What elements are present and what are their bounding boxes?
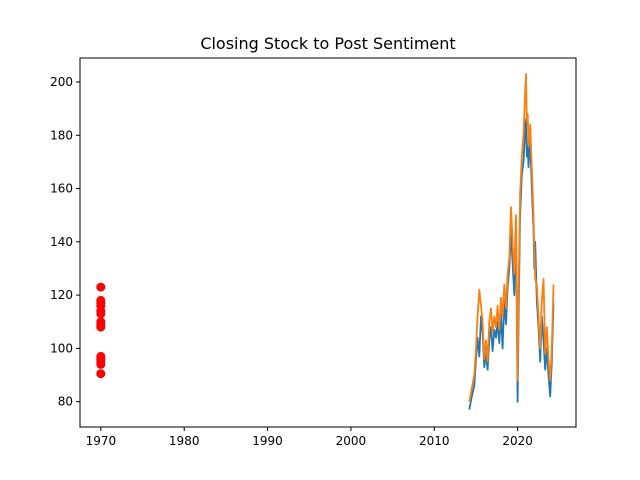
series-line-1 xyxy=(468,73,555,402)
scatter-point xyxy=(96,282,106,292)
chart-title: Closing Stock to Post Sentiment xyxy=(200,34,455,53)
x-tick-label: 1970 xyxy=(86,434,117,448)
y-tick-label: 140 xyxy=(50,235,73,249)
x-tick-label: 1990 xyxy=(252,434,283,448)
x-tick-label: 2000 xyxy=(336,434,367,448)
y-tick-label: 100 xyxy=(50,341,73,355)
scatter-point xyxy=(96,369,106,379)
scatter-point xyxy=(96,322,106,332)
scatter-point xyxy=(96,359,106,369)
series-line-0 xyxy=(468,118,555,410)
y-tick-label: 80 xyxy=(58,395,73,409)
y-axis: 80 100 120 140 160 180 200 xyxy=(50,75,80,409)
x-tick-label: 1980 xyxy=(169,434,200,448)
y-tick-label: 120 xyxy=(50,288,73,302)
y-tick-label: 180 xyxy=(50,128,73,142)
plot-area xyxy=(96,73,555,410)
y-tick-label: 160 xyxy=(50,182,73,196)
x-axis: 1970 1980 1990 2000 2010 2020 xyxy=(86,427,533,448)
scatter-point xyxy=(96,309,106,319)
x-tick-label: 2010 xyxy=(419,434,450,448)
x-tick-label: 2020 xyxy=(502,434,533,448)
y-tick-label: 200 xyxy=(50,75,73,89)
plot-frame xyxy=(79,57,577,428)
